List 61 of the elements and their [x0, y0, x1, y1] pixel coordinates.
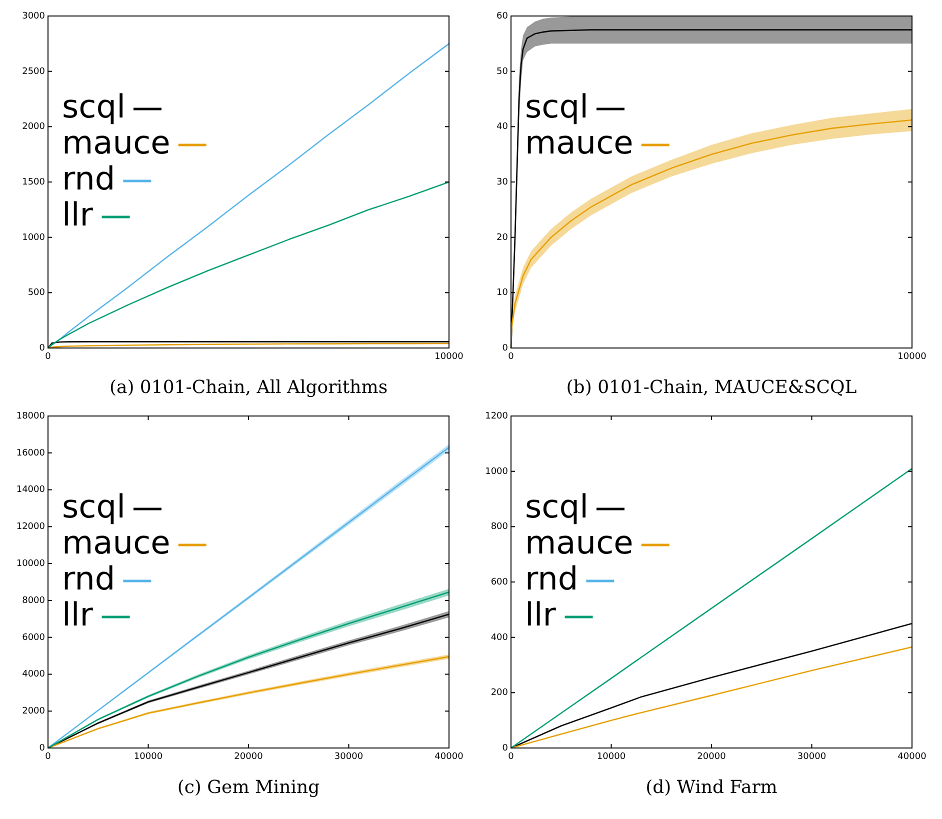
y-tick-label: 0: [39, 343, 46, 354]
legend-label: llr: [525, 596, 557, 634]
y-tick-label: 18000: [16, 411, 46, 422]
y-tick-label: 3000: [22, 11, 46, 22]
legend-label: scql: [62, 88, 126, 126]
text: (c) Gem Mining: [177, 777, 320, 798]
x-tick-label: 10000: [596, 752, 626, 762]
x-tick-label: 40000: [434, 752, 464, 762]
legend-label: scql: [62, 488, 126, 526]
y-tick-label: 1000: [22, 232, 46, 243]
legend-label: mauce: [62, 124, 170, 162]
x-tick-label: 30000: [797, 752, 826, 762]
y-tick-label: 1000: [485, 466, 508, 477]
y-tick-label: 14000: [16, 485, 46, 496]
x-tick-label: 20000: [697, 752, 726, 762]
y-tick-label: 200: [490, 688, 508, 698]
x-tick-label: 20000: [234, 752, 264, 762]
y-tick-label: 20: [496, 232, 508, 243]
legend-label: rnd: [62, 560, 116, 598]
x-tick-label: 10000: [434, 352, 464, 362]
y-tick-label: 0: [502, 743, 508, 754]
x-tick-label: 30000: [334, 752, 364, 762]
y-tick-label: 1200: [485, 411, 508, 422]
y-tick-label: 30: [496, 177, 508, 188]
y-tick-label: 1500: [22, 177, 46, 188]
y-tick-label: 10: [496, 288, 508, 298]
y-tick-label: 600: [490, 577, 508, 588]
y-tick-label: 2000: [22, 122, 46, 132]
y-tick-label: 6000: [22, 632, 46, 643]
legend-label: mauce: [62, 524, 170, 562]
legend-label: mauce: [525, 124, 634, 162]
legend-label: llr: [62, 596, 94, 634]
x-tick-label: 10000: [134, 752, 163, 762]
line-series: [510, 468, 913, 749]
y-tick-label: 2000: [22, 706, 46, 717]
line-series: [510, 646, 913, 749]
text: (b) 0101-Chain, MAUCE&SCQL: [566, 377, 857, 398]
x-tick-label: 40000: [898, 752, 927, 762]
y-tick-label: 800: [490, 522, 508, 532]
legend-label: scql: [525, 88, 588, 126]
text: (a) 0101-Chain, All Algorithms: [109, 377, 388, 398]
legend-label: mauce: [525, 524, 634, 562]
legend-label: llr: [62, 196, 94, 234]
x-tick-label: 10000: [898, 352, 927, 362]
y-tick-label: 10000: [16, 559, 46, 570]
y-tick-label: 16000: [16, 448, 46, 458]
legend-label: scql: [525, 488, 588, 526]
y-tick-label: 12000: [16, 522, 46, 532]
legend-label: rnd: [62, 160, 116, 198]
y-tick-label: 0: [502, 343, 508, 354]
y-tick-label: 0: [39, 743, 46, 754]
text: (d) Wind Farm: [646, 777, 778, 798]
legend-label: rnd: [525, 560, 578, 598]
y-tick-label: 50: [496, 66, 508, 77]
y-tick-label: 400: [490, 632, 508, 643]
y-tick-label: 60: [496, 11, 508, 22]
y-tick-label: 8000: [22, 596, 46, 606]
y-tick-label: 40: [496, 122, 508, 132]
y-tick-label: 4000: [22, 670, 46, 680]
y-tick-label: 2500: [22, 66, 46, 77]
y-tick-label: 500: [28, 288, 46, 298]
